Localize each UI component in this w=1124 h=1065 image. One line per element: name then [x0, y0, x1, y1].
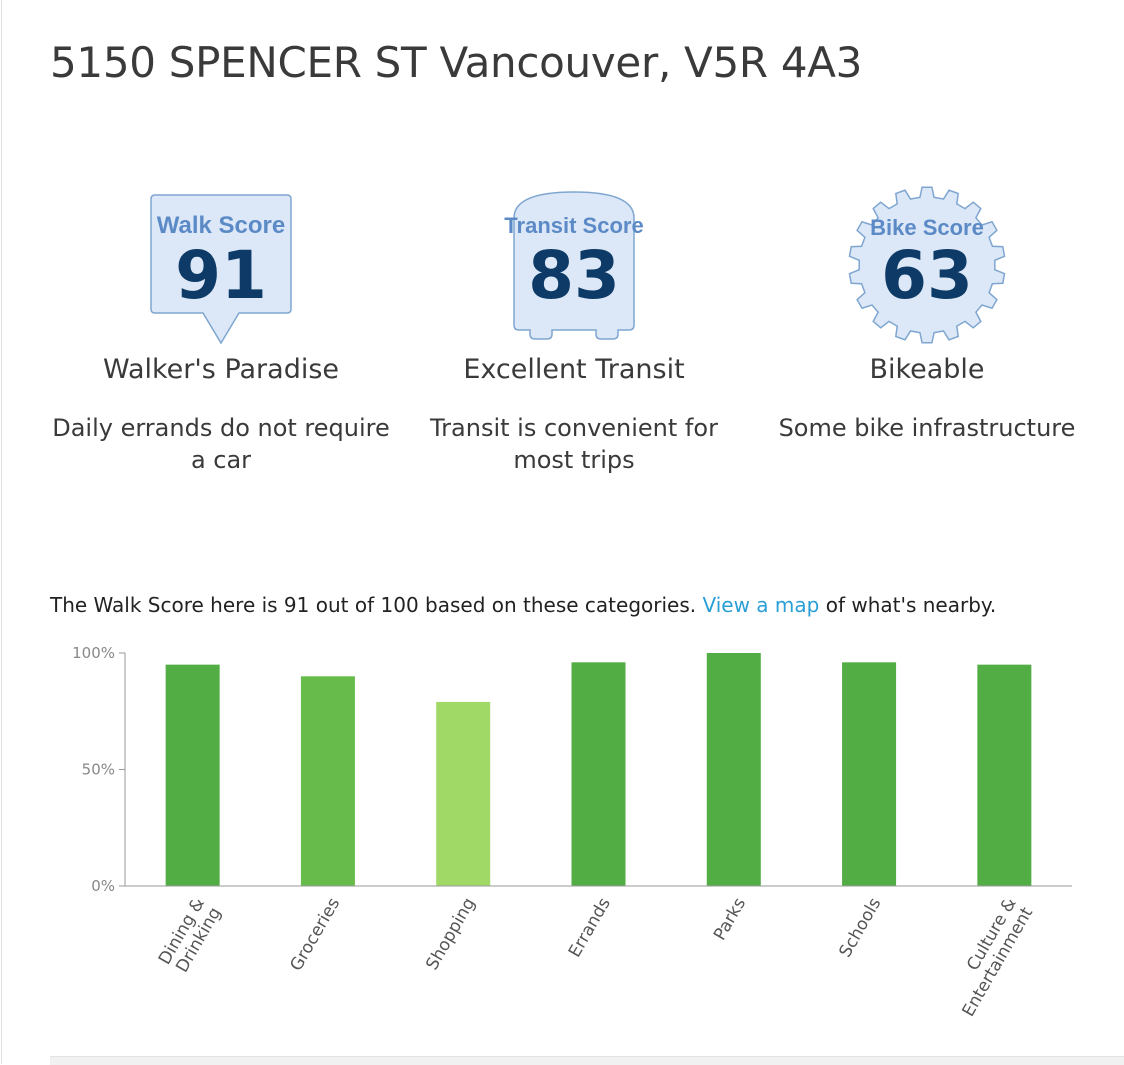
walk-score-summary: The Walk Score here is 91 out of 100 bas… [50, 593, 996, 617]
bar-shopping[interactable] [436, 701, 491, 886]
transit-score-badge[interactable]: Transit Score 83 [494, 180, 654, 350]
transit-score-card: Transit Score 83 Excellent Transit Trans… [404, 180, 744, 476]
walk-score-title: Walker's Paradise [102, 354, 340, 385]
bike-score-description: Some bike infrastructure [778, 414, 1076, 442]
bar-errands[interactable] [571, 662, 626, 886]
bike-score-label: Bike Score [870, 215, 984, 240]
x-tick-label: Culture &Entertainment [958, 895, 1037, 1021]
summary-text: The Walk Score here is 91 out of 100 bas… [50, 593, 703, 617]
transit-score-description: Transit is convenient for most trips [430, 414, 718, 474]
x-tick-label: Shopping [422, 895, 479, 974]
x-tick-label: Dining &Drinking [155, 895, 226, 977]
transit-score-title: Excellent Transit [463, 354, 685, 385]
bike-score-card: Bike Score 63 Bikeable Some bike infrast… [757, 180, 1097, 444]
category-bar-chart: 0% 50% 100% Dining &Drinking Groceries Shoppi… [72, 644, 1072, 1021]
walk-score-badge[interactable]: Walk Score 91 [141, 180, 301, 350]
bike-score-title: Bikeable [869, 354, 985, 385]
x-tick-label: Schools [835, 894, 885, 961]
bar-dining-drinking[interactable] [165, 664, 220, 886]
walk-score-card: Walk Score 91 Walker's Paradise Daily er… [51, 180, 391, 476]
walk-score-value: 91 [175, 237, 267, 314]
bike-score-badge[interactable]: Bike Score 63 [842, 180, 1012, 350]
y-tick-label: 100% [72, 644, 115, 662]
x-tick-label-line: Groceries [286, 894, 344, 974]
bar-groceries[interactable] [300, 676, 355, 886]
walk-score-label: Walk Score [157, 212, 286, 239]
bar-schools[interactable] [842, 662, 897, 886]
x-tick-label-line: Shopping [422, 895, 479, 974]
summary-text-end: of what's nearby. [819, 593, 997, 617]
bar-parks[interactable] [706, 653, 761, 886]
address-title: 5150 SPENCER ST Vancouver, V5R 4A3 [50, 38, 863, 87]
x-tick-label: Groceries [286, 894, 344, 974]
x-tick-label: Parks [710, 894, 750, 944]
page-border [1, 0, 2, 1064]
transit-score-label: Transit Score [504, 213, 643, 238]
y-tick-label: 0% [91, 877, 115, 895]
transit-score-value: 83 [528, 237, 620, 314]
x-tick-label-line: Schools [835, 894, 885, 961]
bar-culture-entertainment[interactable] [977, 664, 1032, 886]
x-tick-label: Errands [565, 894, 615, 961]
x-tick-label-line: Parks [710, 894, 750, 944]
next-section-panel [50, 1056, 1124, 1065]
x-tick-label-line: Errands [565, 894, 615, 961]
walk-score-description: Daily errands do not require a car [52, 414, 390, 474]
view-map-link[interactable]: View a map [702, 593, 820, 617]
y-tick-label: 50% [82, 761, 115, 779]
bike-score-value: 63 [881, 237, 973, 314]
